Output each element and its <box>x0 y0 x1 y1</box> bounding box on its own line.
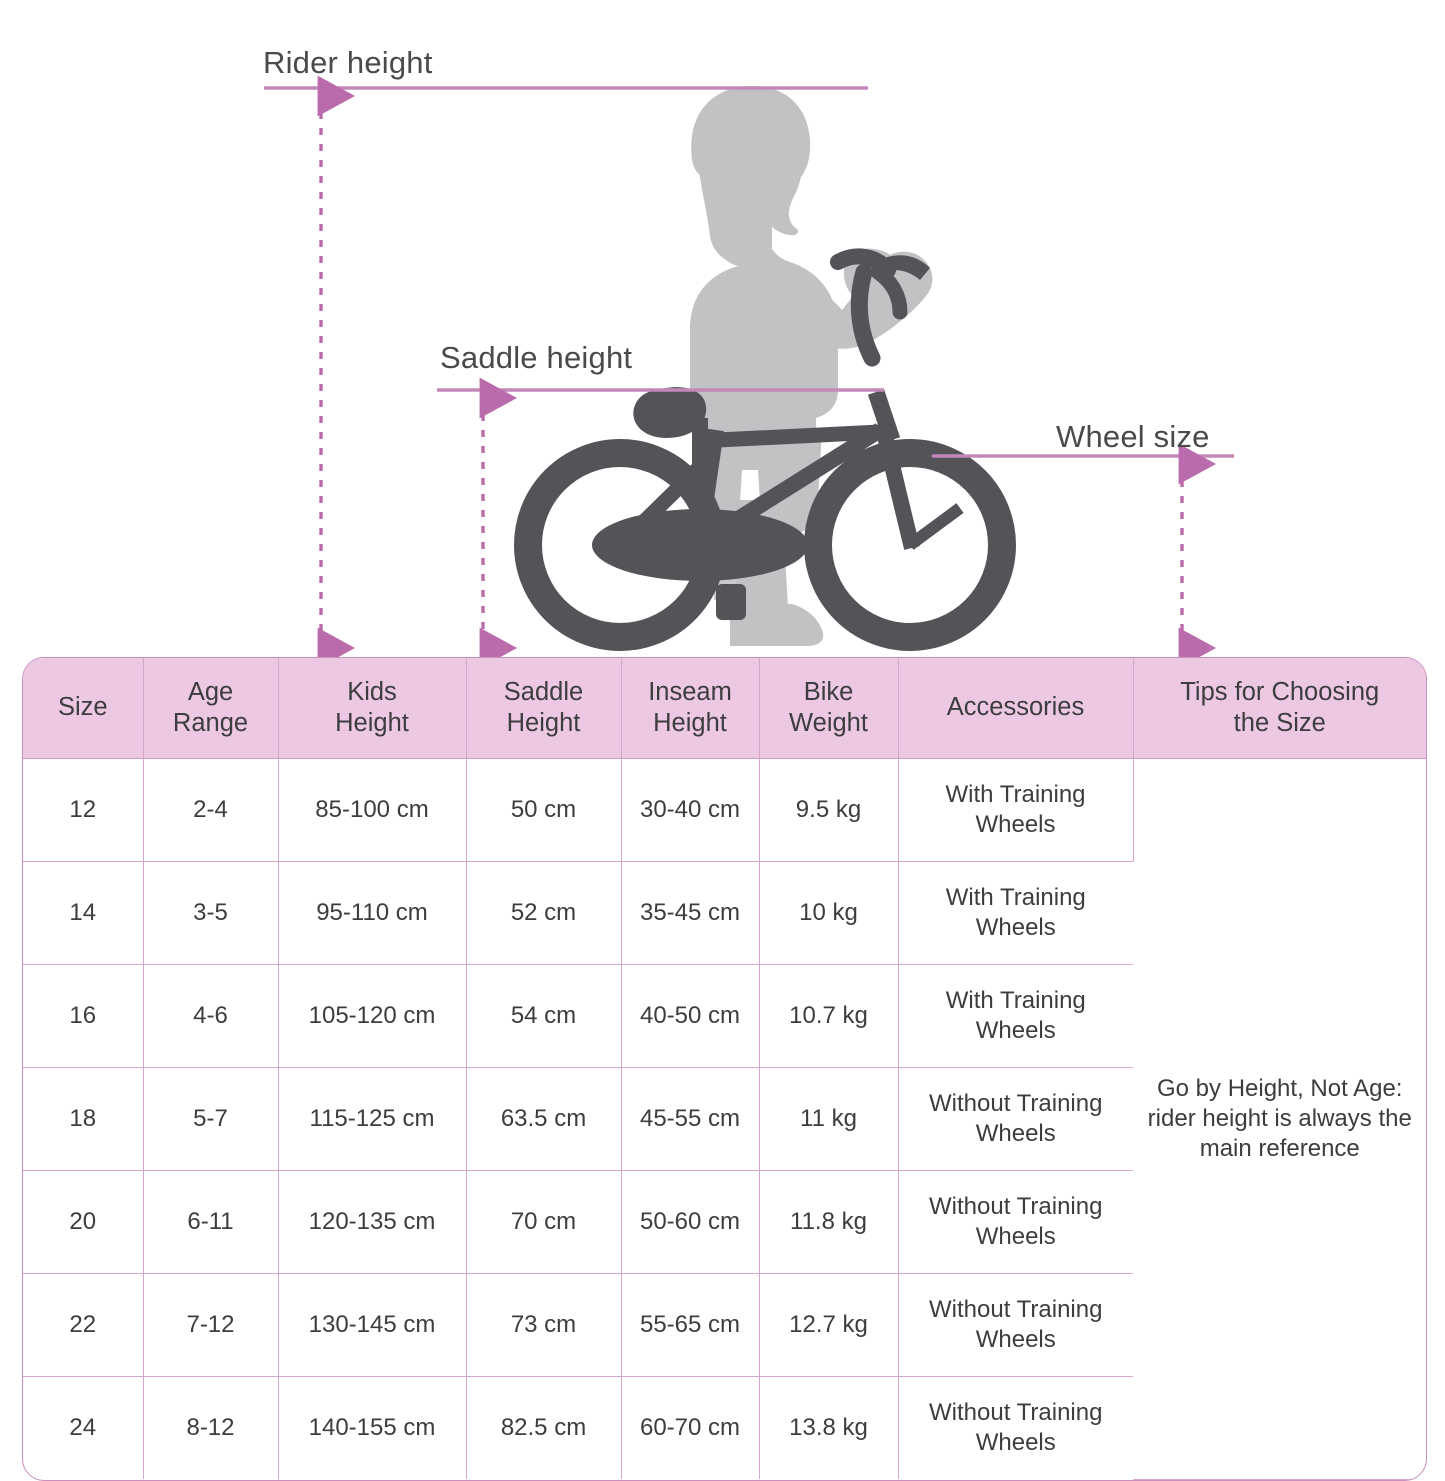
cell-bike-weight: 9.5 kg <box>759 758 899 862</box>
cell-kids-height: 140-155 cm <box>278 1376 467 1479</box>
saddle-height-label: Saddle height <box>440 340 633 375</box>
header-line: Weight <box>789 709 868 737</box>
cell-saddle-height: 54 cm <box>466 964 622 1068</box>
header-line: Height <box>506 709 581 737</box>
cell-accessories: Without Training Wheels <box>929 1399 1103 1456</box>
cell-size: 14 <box>23 861 144 965</box>
column-header-inseam-height: Inseam Height <box>621 658 760 759</box>
header-line: Size <box>57 693 108 722</box>
table-header-row: Size Age Range Kids Height Saddle Height <box>23 658 1426 759</box>
cell-size: 16 <box>23 964 144 1068</box>
cell-age-range: 5-7 <box>143 1067 279 1171</box>
wheel-size-label: Wheel size <box>1056 419 1210 454</box>
cell-kids-height: 115-125 cm <box>278 1067 467 1171</box>
cell-kids-height: 130-145 cm <box>278 1273 467 1377</box>
cell-saddle-height: 82.5 cm <box>466 1376 622 1479</box>
cell-bike-weight: 11 kg <box>759 1067 899 1171</box>
cell-saddle-height: 73 cm <box>466 1273 622 1377</box>
cell-bike-weight: 11.8 kg <box>759 1170 899 1274</box>
cell-inseam-height: 45-55 cm <box>621 1067 760 1171</box>
header-line: Accessories <box>946 693 1085 722</box>
cell-bike-weight: 13.8 kg <box>759 1376 899 1479</box>
header-line: Tips for Choosing <box>1180 677 1380 706</box>
size-chart-table-container: Size Age Range Kids Height Saddle Height <box>22 657 1427 1481</box>
table-row: 14 3-5 95-110 cm 52 cm 35-45 cm 10 kg Wi… <box>23 861 1426 965</box>
cell-inseam-height: 55-65 cm <box>621 1273 760 1377</box>
cell-age-range: 4-6 <box>143 964 279 1068</box>
cell-age-range: 8-12 <box>143 1376 279 1479</box>
size-chart-table: Size Age Range Kids Height Saddle Height <box>23 658 1426 1480</box>
cell-size: 22 <box>23 1273 144 1377</box>
table-row: 12 2-4 85-100 cm 50 cm 30-40 cm 9.5 kg W… <box>23 758 1426 1480</box>
column-header-tips: Tips for Choosing the Size <box>1133 658 1426 759</box>
cell-kids-height: 105-120 cm <box>278 964 467 1068</box>
cell-inseam-height: 30-40 cm <box>621 758 760 862</box>
training-wheel-icon <box>592 509 808 581</box>
cell-inseam-height: 40-50 cm <box>621 964 760 1068</box>
cell-accessories: Without Training Wheels <box>898 1170 1133 1274</box>
cell-tips: Go by Height, Not Age: rider height is a… <box>1133 758 1426 1480</box>
rider-height-label: Rider height <box>263 45 433 80</box>
cell-age-range: 2-4 <box>143 758 279 862</box>
bike-sizing-illustration: Rider height Saddle height Wheel size <box>0 0 1445 660</box>
table-row: 20 6-11 120-135 cm 70 cm 50-60 cm 11.8 k… <box>23 1170 1426 1274</box>
cell-size: 12 <box>23 758 144 862</box>
cell-inseam-height: 35-45 cm <box>621 861 760 965</box>
front-wheel <box>804 439 1016 651</box>
measurement-guides <box>264 75 1234 660</box>
cell-size: 24 <box>23 1376 144 1479</box>
cell-saddle-height: 63.5 cm <box>466 1067 622 1171</box>
header-line: Saddle <box>503 677 584 706</box>
table-row: 16 4-6 105-120 cm 54 cm 40-50 cm 10.7 kg… <box>23 964 1426 1068</box>
cell-kids-height: 95-110 cm <box>278 861 467 965</box>
header-line: Height <box>653 709 727 737</box>
cell-kids-height: 120-135 cm <box>278 1170 467 1274</box>
column-header-accessories: Accessories <box>898 658 1134 759</box>
cell-accessories: Without Training Wheels <box>898 1273 1133 1377</box>
header-line: Height <box>335 709 409 737</box>
cell-bike-weight: 10 kg <box>759 861 899 965</box>
cell-accessories: With Training Wheels <box>898 861 1133 965</box>
column-header-saddle-height: Saddle Height <box>466 658 622 759</box>
cell-kids-height: 85-100 cm <box>278 758 467 862</box>
header-line: the Size <box>1233 709 1326 737</box>
cell-age-range: 3-5 <box>143 861 279 965</box>
cell-size: 18 <box>23 1067 144 1171</box>
column-header-size: Size <box>23 658 144 759</box>
cell-saddle-height: 50 cm <box>466 758 622 862</box>
cell-accessories: With Training Wheels <box>898 964 1133 1068</box>
column-header-bike-weight: Bike Weight <box>759 658 899 759</box>
header-line: Bike <box>803 677 854 706</box>
cell-bike-weight: 10.7 kg <box>759 964 899 1068</box>
column-header-age-range: Age Range <box>143 658 279 759</box>
cell-accessories: Without Training Wheels <box>898 1067 1133 1171</box>
cell-size: 20 <box>23 1170 144 1274</box>
cell-age-range: 7-12 <box>143 1273 279 1377</box>
cell-accessories: With Training Wheels <box>898 758 1134 862</box>
column-header-kids-height: Kids Height <box>278 658 467 759</box>
cell-saddle-height: 52 cm <box>466 861 622 965</box>
header-line: Range <box>172 709 249 737</box>
cell-inseam-height: 50-60 cm <box>621 1170 760 1274</box>
header-line: Inseam <box>648 677 732 706</box>
cell-age-range: 6-11 <box>143 1170 279 1274</box>
table-row: 22 7-12 130-145 cm 73 cm 55-65 cm 12.7 k… <box>23 1273 1426 1377</box>
header-line: Age <box>187 677 234 706</box>
cell-bike-weight: 12.7 kg <box>759 1273 899 1377</box>
header-line: Kids <box>347 677 397 706</box>
cell-saddle-height: 70 cm <box>466 1170 622 1274</box>
cell-inseam-height: 60-70 cm <box>621 1376 760 1479</box>
table-row: 18 5-7 115-125 cm 63.5 cm 45-55 cm 11 kg… <box>23 1067 1426 1171</box>
bicycle-solid-parts <box>592 255 930 620</box>
